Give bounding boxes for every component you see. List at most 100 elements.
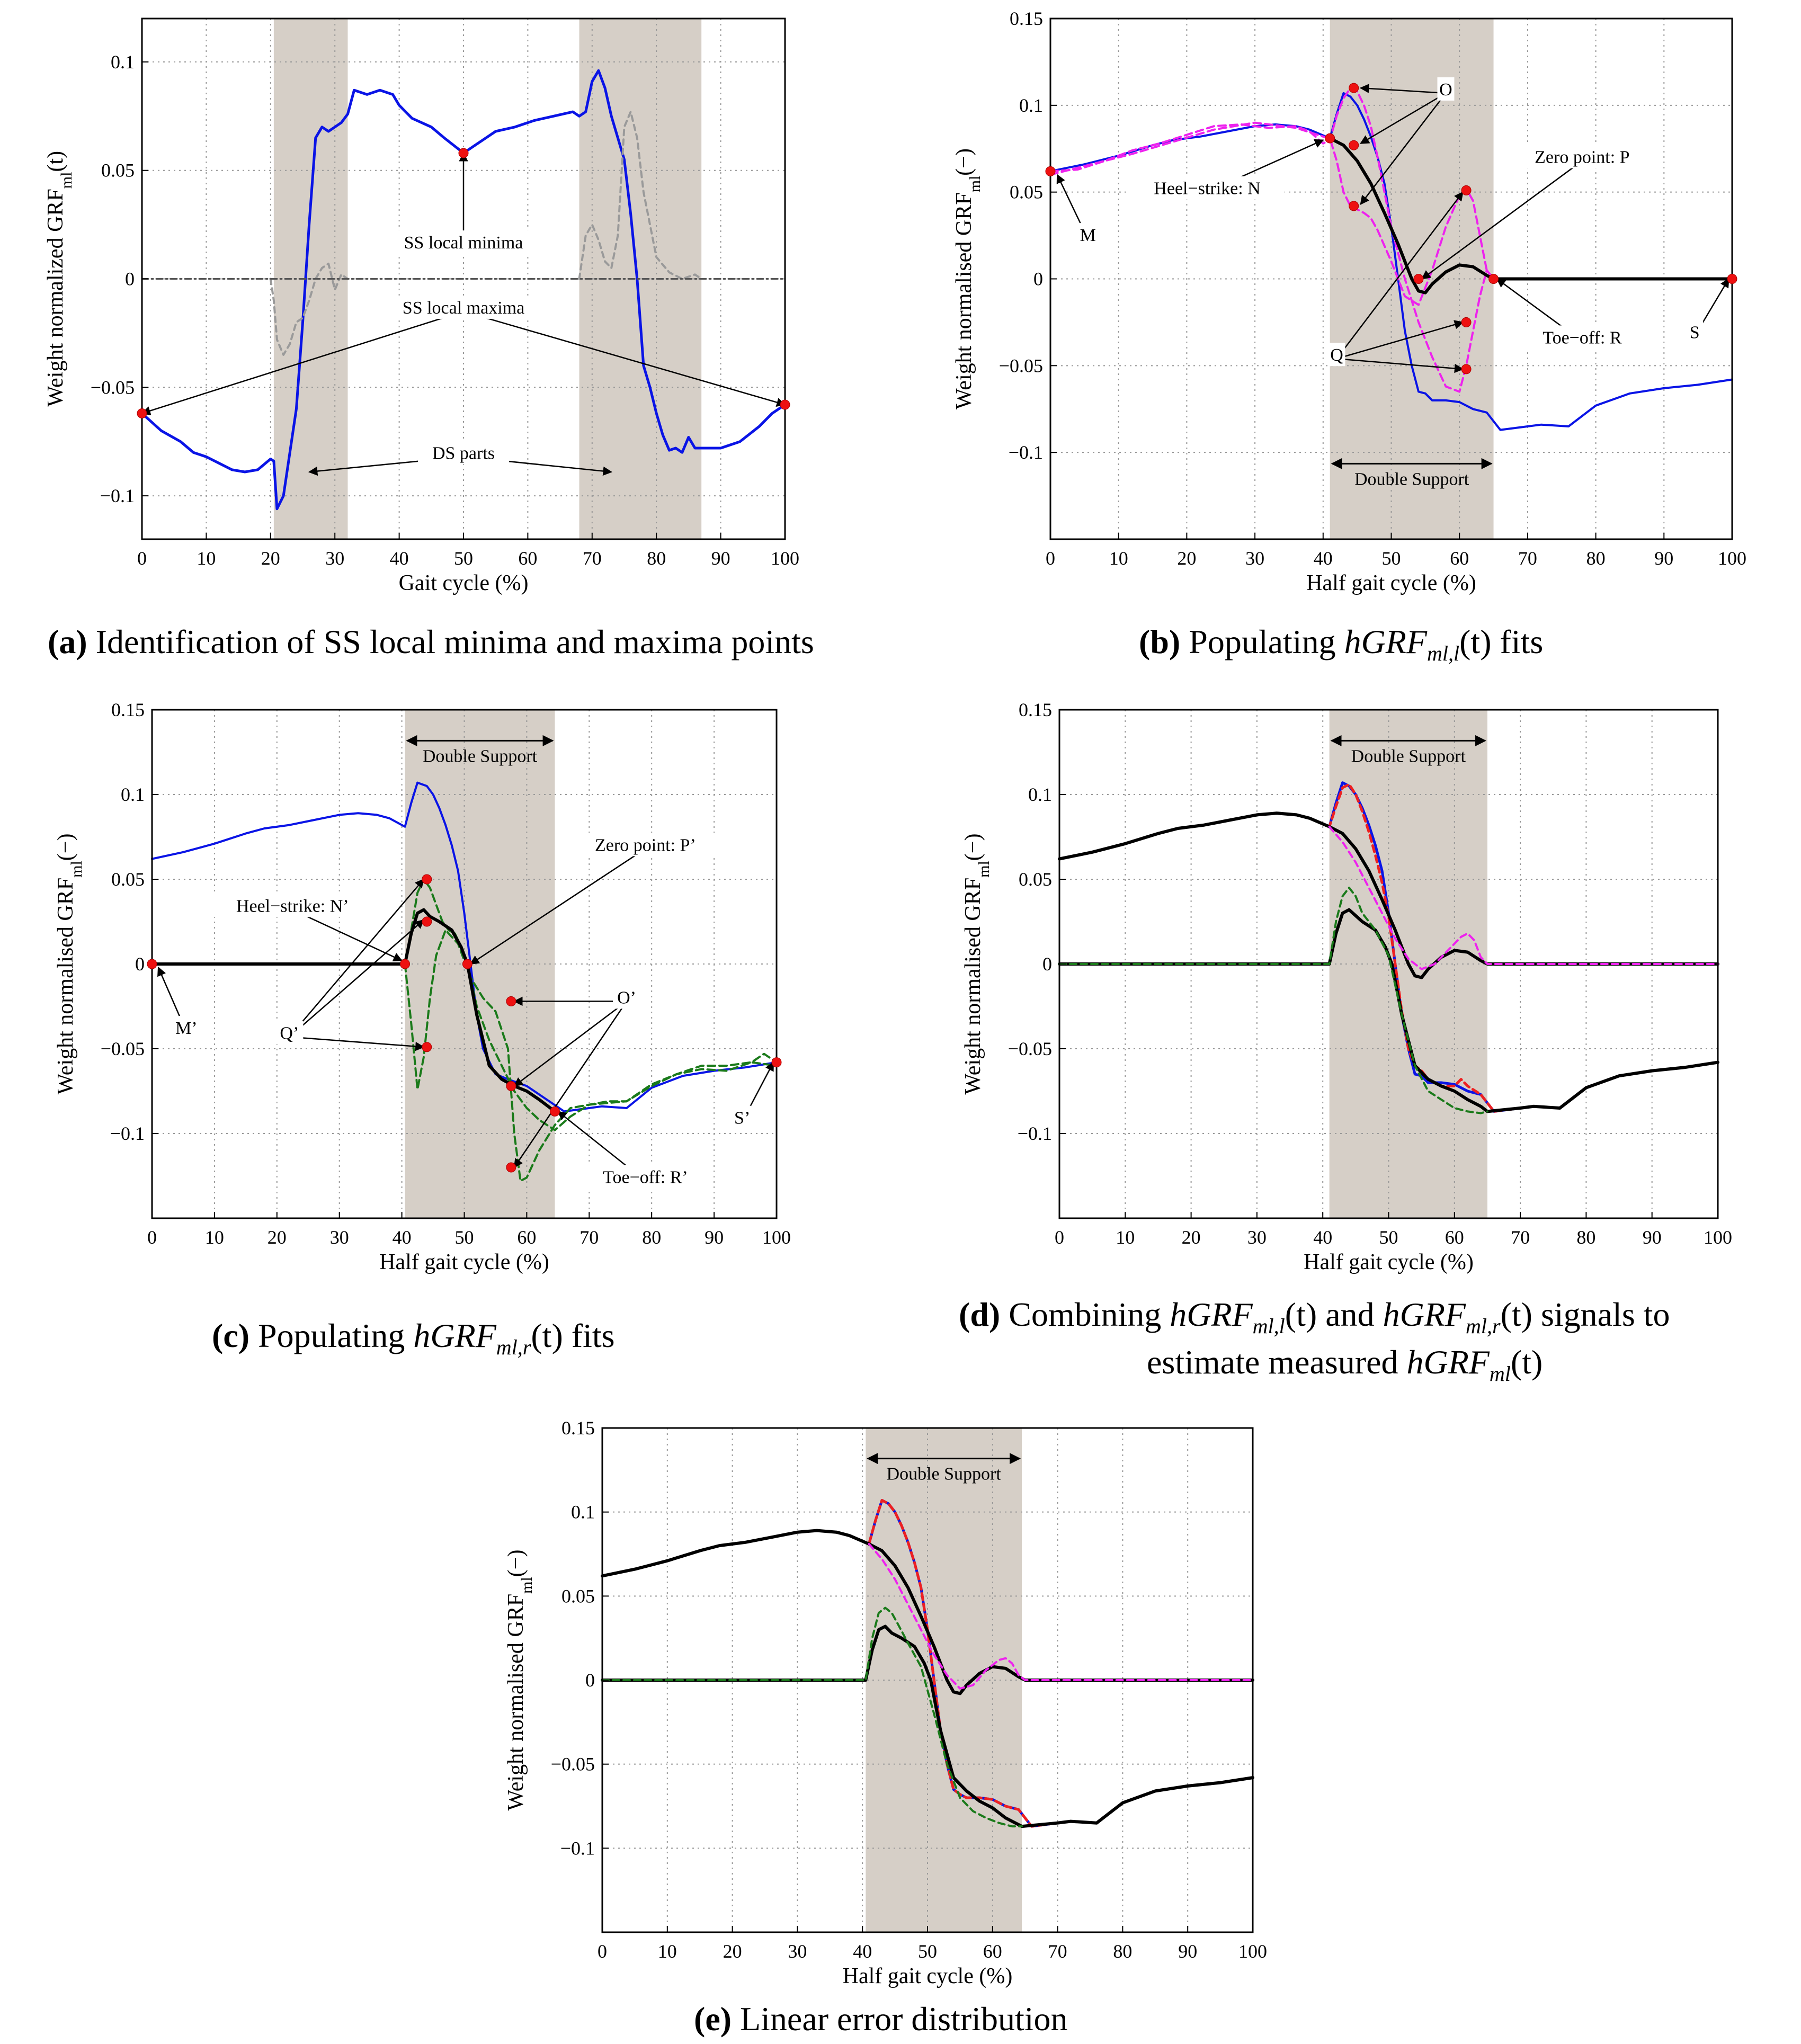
x-tick-label: 30 (788, 1941, 807, 1962)
caption-line2: estimate measured (1147, 1343, 1398, 1381)
annotation-background (275, 1021, 304, 1045)
y-tick-label: 0.1 (571, 1502, 595, 1523)
annotation-label: Heel−strike: N (1154, 179, 1260, 199)
annotation-arrow (469, 848, 646, 965)
y-tick-label: −0.05 (551, 1754, 595, 1775)
x-tick-label: 80 (1586, 548, 1606, 569)
key-point (422, 916, 432, 927)
annotation-background (1437, 77, 1455, 101)
double-support-label: Double Support (887, 1465, 1002, 1484)
annotation-label: S (1690, 323, 1700, 343)
y-tick-label: −0.1 (1009, 442, 1043, 463)
x-tick-label: 10 (197, 548, 216, 569)
y-tick-label: 0.05 (101, 160, 135, 181)
key-point (1349, 140, 1359, 150)
x-tick-label: 90 (705, 1227, 724, 1248)
annotation-label: Heel−strike: N’ (236, 897, 349, 916)
key-point (147, 959, 157, 969)
x-tick-label: 70 (1518, 548, 1537, 569)
x-tick-label: 50 (918, 1941, 937, 1962)
annotation-label: Toe−off: R’ (603, 1168, 688, 1188)
series-line (1049, 92, 1733, 431)
y-tick-label: 0.15 (111, 699, 145, 720)
x-tick-label: 60 (518, 548, 537, 569)
key-point (506, 1081, 516, 1091)
annotation-arrow (289, 1036, 425, 1051)
series-line (1058, 908, 1719, 1113)
x-tick-label: 20 (723, 1941, 742, 1962)
y-tick-label: 0.15 (1010, 8, 1043, 29)
caption-tag: (b) (1139, 623, 1181, 660)
y-tick-label: −0.05 (1008, 1038, 1052, 1059)
y-tick-label: 0 (1042, 953, 1052, 975)
caption-d: (d) Combining hGRFml,l(t) and hGRFml,r(t… (959, 1292, 1670, 1349)
series-line (601, 1625, 1254, 1828)
annotation-arrow (513, 1001, 628, 1168)
key-point (399, 959, 410, 969)
annotation-label: O (1439, 80, 1452, 100)
series-line (151, 781, 778, 1113)
x-axis-label: Half gait cycle (%) (843, 1964, 1013, 1988)
x-tick-label: 70 (1511, 1227, 1530, 1248)
annotation-label: Zero point: P’ (595, 835, 696, 855)
double-support-label: Double Support (1351, 746, 1466, 766)
annotation-arrow (289, 919, 425, 1038)
y-tick-label: −0.05 (91, 377, 135, 398)
panel-d: 0 10 20 30 40 50 60 70 80 90 100 −0.1 −0.05 0 0.05 0.1 0… (961, 699, 1732, 1274)
annotation-background (381, 295, 546, 319)
annotation-label: Q’ (280, 1024, 299, 1043)
y-tick-label: 0.15 (561, 1417, 595, 1439)
series-line (404, 878, 778, 1131)
caption-text: Populating (258, 1317, 405, 1354)
key-point (549, 1106, 560, 1117)
x-tick-label: 40 (393, 1227, 412, 1248)
x-tick-label: 0 (598, 1941, 607, 1962)
key-point (462, 959, 472, 969)
annotation-label: S’ (734, 1109, 750, 1128)
annotation-arrow (463, 310, 786, 407)
key-point (1349, 201, 1359, 211)
x-tick-label: 30 (325, 548, 344, 569)
x-tick-label: 70 (583, 548, 602, 569)
annotation-background (381, 230, 546, 254)
annotation-label: Zero point: P (1535, 148, 1629, 167)
caption-text: Populating (1189, 623, 1336, 660)
caption-tail: signals to (1540, 1296, 1670, 1333)
x-tick-label: 80 (1576, 1227, 1595, 1248)
x-tick-label: 30 (1245, 548, 1264, 569)
annotation-arrow (292, 909, 403, 961)
x-tick-label: 0 (1055, 1227, 1064, 1248)
x-tick-label: 30 (330, 1227, 349, 1248)
panel-a: 0 10 20 30 40 50 60 70 80 90 100 −0.1 −0.05 0 0.05 0.1 G… (43, 17, 799, 595)
x-tick-label: 10 (1116, 1227, 1135, 1248)
x-axis-label: Gait cycle (%) (399, 571, 529, 595)
y-tick-label: 0.1 (1019, 95, 1043, 116)
x-tick-label: 20 (261, 548, 280, 569)
key-point (1349, 83, 1359, 93)
x-tick-label: 50 (454, 548, 473, 569)
caption-text: Combining (1009, 1296, 1162, 1333)
y-tick-label: −0.05 (999, 355, 1043, 376)
caption-math-3: hGRFml(t) (1406, 1343, 1543, 1386)
annotation-arrow (1336, 358, 1464, 373)
annotation-arrow (141, 310, 464, 416)
y-tick-label: 0.1 (121, 784, 145, 805)
x-tick-label: 40 (1313, 1227, 1332, 1248)
annotation-label: DS parts (432, 443, 495, 463)
key-point (780, 399, 790, 410)
x-tick-label: 80 (1113, 1941, 1132, 1962)
x-tick-label: 60 (1445, 1227, 1464, 1248)
x-tick-label: 60 (983, 1941, 1002, 1962)
y-tick-label: −0.1 (110, 1123, 145, 1144)
y-tick-label: 0.05 (1010, 182, 1043, 203)
x-tick-label: 90 (1643, 1227, 1662, 1248)
y-tick-label: 0.15 (1019, 699, 1052, 720)
caption-c: (c) Populating hGRFml,r(t) fits (212, 1314, 615, 1370)
key-point (458, 148, 469, 158)
annotation-label: Toe−off: R (1543, 328, 1622, 347)
series-line (601, 1606, 1023, 1828)
annotation-arrow (513, 1001, 627, 1087)
key-point (1488, 274, 1499, 284)
key-point (1727, 274, 1737, 284)
